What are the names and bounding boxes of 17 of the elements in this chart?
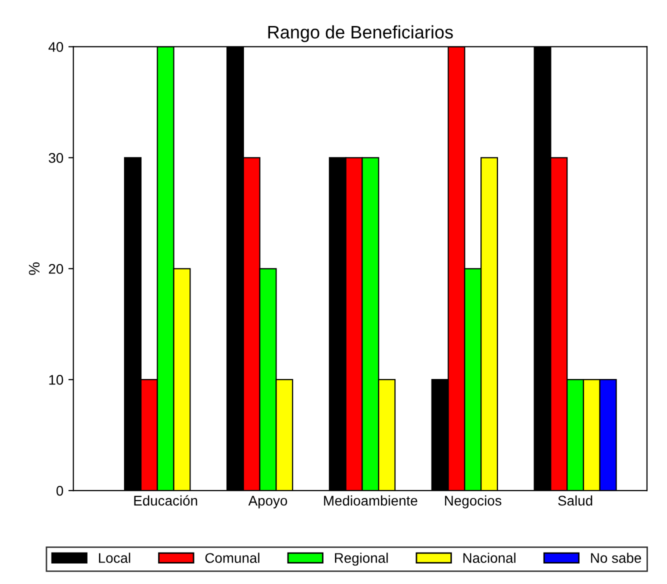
y-tick-label: 40 [48, 42, 64, 52]
x-tick-label: Negocios [445, 495, 502, 508]
legend-label: Comunal [205, 552, 260, 563]
x-tick-label: Educación [134, 495, 198, 506]
x-tick-label: Apoyo [248, 496, 288, 508]
chart-title: Rango de Beneficiarios [268, 25, 453, 42]
y-tick-label: 0 [56, 486, 64, 496]
legend-label: Nacional [463, 552, 516, 563]
y-axis-title: % [28, 262, 40, 275]
x-tick-label: Medioambiente [324, 495, 418, 506]
legend-label: No sabe [591, 552, 642, 563]
legend-label: Regional [334, 552, 388, 566]
x-tick-label: Salud [558, 495, 592, 506]
y-tick-label: 30 [48, 153, 64, 163]
y-tick-label: 20 [48, 264, 64, 274]
legend-label: Local [98, 552, 130, 563]
y-tick-label: 10 [49, 374, 64, 385]
